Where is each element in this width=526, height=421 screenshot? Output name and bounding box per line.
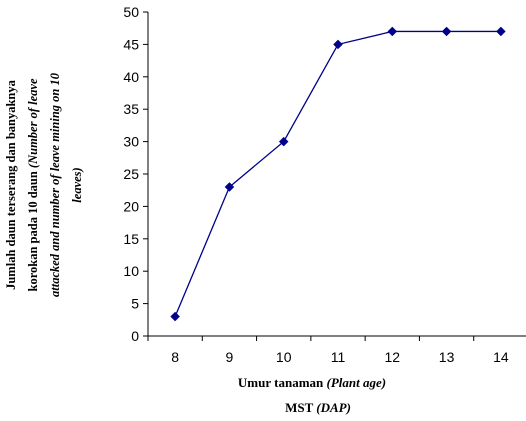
y-tick-label: 5 <box>131 296 139 312</box>
data-point-marker <box>496 26 506 37</box>
axes <box>147 12 526 337</box>
x-tick-label: 13 <box>439 349 455 365</box>
y-axis-title-line1: Jumlah daun terserang dan banyaknya <box>4 79 18 290</box>
y-tick-label: 15 <box>123 231 139 247</box>
data-point-marker <box>170 311 180 322</box>
data-point-marker <box>278 136 289 147</box>
y-axis-title-line2-italic: (Number of leave <box>26 78 40 168</box>
y-axis-ticks: 0 5 10 15 20 25 30 35 40 45 50 <box>123 4 148 344</box>
data-point-marker <box>224 182 235 192</box>
y-tick-label: 40 <box>123 69 139 85</box>
x-axis-title-line1-main: Umur tanaman <box>238 375 327 390</box>
data-point-marker <box>387 26 398 37</box>
x-tick-label: 11 <box>331 349 346 365</box>
x-tick-label: 9 <box>226 349 234 365</box>
x-axis-ticks: 8 9 10 11 12 13 14 <box>147 336 509 365</box>
y-tick-label: 35 <box>123 101 139 117</box>
x-tick-label: 12 <box>384 349 400 365</box>
x-axis-title-line1-italic: (Plant age) <box>327 375 387 390</box>
x-tick-label: 8 <box>171 349 179 365</box>
x-tick-label: 10 <box>276 349 292 365</box>
y-axis-title: Jumlah daun terserang dan banyaknya koro… <box>4 72 84 297</box>
x-axis-title-line1: Umur tanaman (Plant age) <box>238 375 386 390</box>
y-tick-label: 20 <box>123 198 139 214</box>
y-axis-title-line4: leaves) <box>70 167 84 202</box>
data-point-marker <box>441 26 452 37</box>
y-tick-label: 25 <box>123 166 139 182</box>
y-axis-title-line3: attacked and number of leave mining on 1… <box>48 72 62 297</box>
y-tick-label: 30 <box>123 134 139 150</box>
y-tick-label: 10 <box>123 263 139 279</box>
y-tick-label: 0 <box>131 328 139 344</box>
x-axis-title-line2-main: MST <box>285 400 316 415</box>
x-axis-title: Umur tanaman (Plant age) MST (DAP) <box>238 375 386 415</box>
y-tick-label: 45 <box>123 36 139 52</box>
x-axis-title-line2: MST (DAP) <box>285 400 351 415</box>
series-line <box>174 30 501 317</box>
x-tick-label: 14 <box>493 349 509 365</box>
y-tick-label: 50 <box>123 4 139 20</box>
y-axis-title-line2: korokan pada 10 daun (Number of leave <box>26 78 40 291</box>
x-axis-title-line2-italic: (DAP) <box>316 400 351 415</box>
data-point-marker <box>333 39 343 50</box>
series-group <box>170 26 506 322</box>
y-axis-title-line2-main: korokan pada 10 daun <box>26 168 40 291</box>
